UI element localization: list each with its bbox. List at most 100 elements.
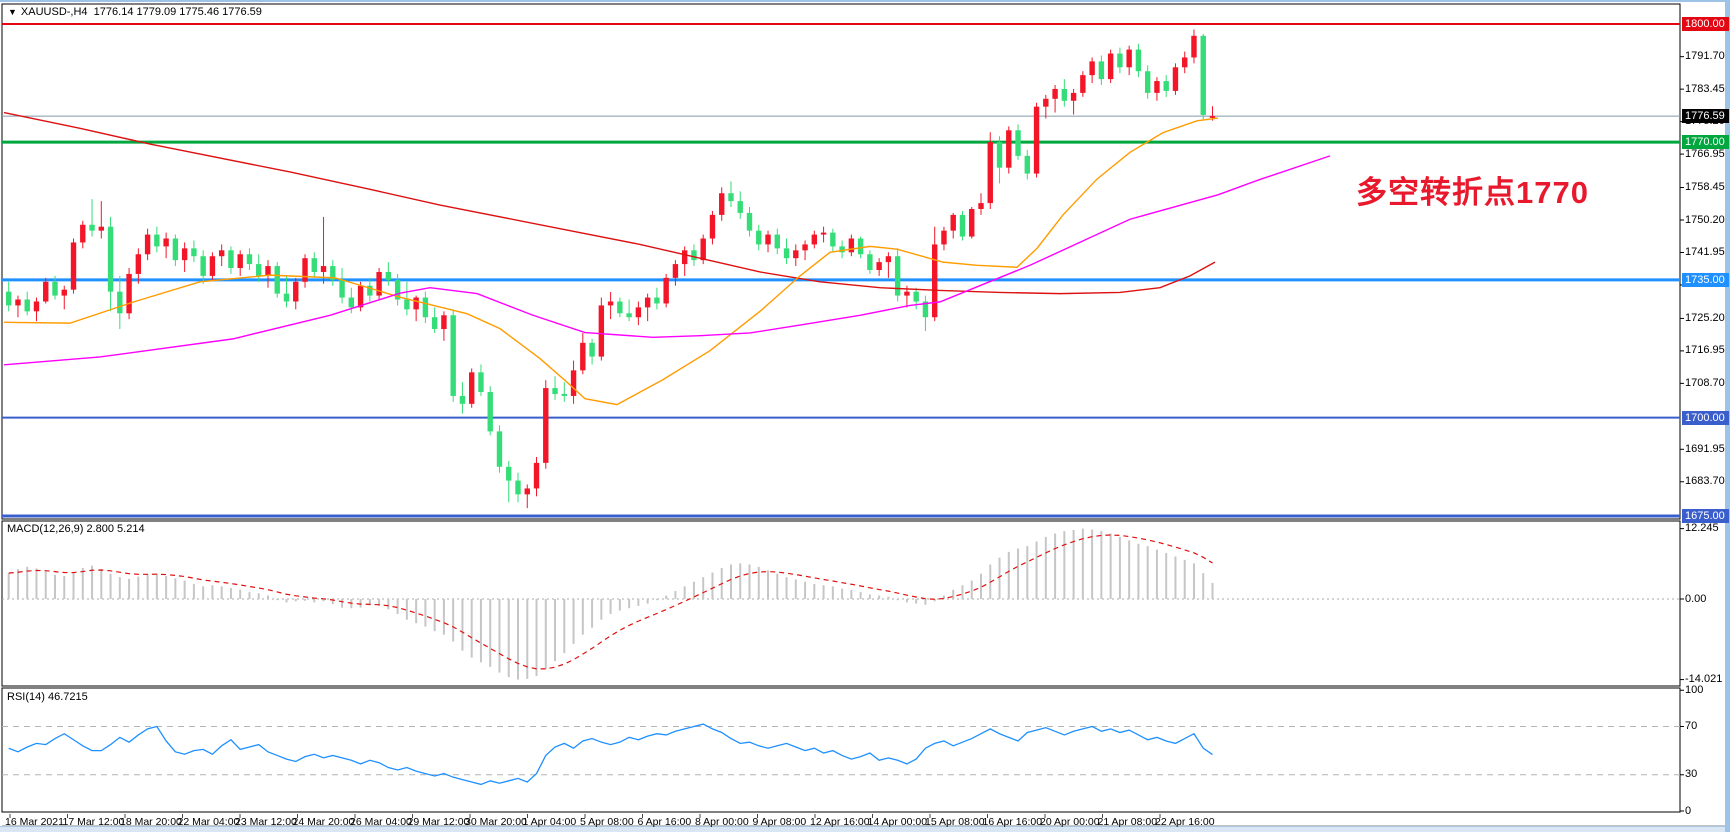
candle (570, 370, 577, 396)
candle (200, 256, 206, 276)
symbol-timeframe-label: XAUUSD-,H4 (20, 6, 88, 18)
time-axis-label: 26 Mar 04:00 (350, 816, 412, 828)
time-axis-label: 9 Apr 08:00 (752, 816, 807, 828)
time-axis-label: 18 Mar 20:00 (120, 816, 182, 828)
candle (978, 203, 984, 209)
candle (552, 388, 558, 394)
candle (959, 214, 966, 237)
candle (1144, 71, 1151, 93)
candle (1163, 81, 1169, 91)
candle (867, 254, 873, 270)
price-tick-label: 1716.95 (1685, 344, 1725, 357)
candle (144, 234, 151, 255)
candle (543, 388, 549, 463)
candle (413, 297, 419, 310)
candle (1089, 61, 1095, 76)
window-bottom-border (0, 826, 1730, 832)
time-axis-label: 16 Apr 16:00 (982, 816, 1043, 828)
candle (52, 281, 58, 296)
candle (265, 266, 271, 276)
ohlc-readout: 1776.14 1779.09 1775.46 1776.59 (93, 6, 262, 18)
candle (672, 264, 679, 278)
candle (61, 289, 67, 296)
candle (246, 254, 253, 265)
candle (561, 393, 567, 396)
candle (793, 250, 799, 259)
candle (830, 232, 836, 247)
candle (311, 258, 317, 272)
candle (24, 299, 30, 312)
candle (607, 301, 614, 306)
chart-text-annotation[interactable]: 多空转折点1770 (1356, 175, 1589, 210)
rsi-scale-label: 70 (1685, 719, 1698, 732)
price-tick-label: 1750.20 (1685, 213, 1725, 226)
candle (1182, 57, 1188, 68)
candle (441, 315, 447, 330)
candle (339, 279, 345, 298)
macd-indicator-label: MACD(12,26,9) 2.800 5.214 (7, 523, 145, 535)
time-axis-label: 14 Apr 00:00 (867, 816, 928, 828)
candle (1154, 81, 1160, 93)
candle (700, 238, 706, 261)
chart-title: ▼ XAUUSD-,H4 1776.14 1779.09 1775.46 1776… (8, 6, 262, 18)
candle (728, 193, 734, 202)
macd-scale-label: -14.021 (1685, 673, 1723, 686)
rsi-indicator-label: RSI(14) 46.7215 (7, 691, 88, 703)
candle (367, 285, 373, 296)
rsi-scale-label: 0 (1685, 804, 1692, 817)
candle (404, 299, 410, 310)
candle (459, 395, 466, 404)
chevron-down-icon[interactable]: ▼ (8, 7, 17, 17)
time-axis-label: 17 Mar 12:00 (62, 816, 125, 828)
time-axis-label: 15 Apr 08:00 (925, 816, 985, 828)
candle (681, 250, 688, 265)
candle (1080, 75, 1086, 93)
candle (256, 264, 262, 276)
candle (580, 342, 586, 371)
candle (107, 226, 114, 292)
candle (237, 254, 243, 269)
candle (209, 256, 216, 276)
candle (876, 262, 882, 270)
candle (765, 234, 771, 245)
price-level-badge: 1776.59 (1682, 109, 1729, 124)
price-tick-label: 1766.95 (1685, 147, 1725, 160)
candle (987, 142, 993, 204)
candle (218, 250, 225, 257)
candle (394, 279, 401, 300)
candle (969, 208, 975, 237)
candle (811, 234, 818, 245)
candle (598, 305, 605, 357)
candle (191, 248, 197, 257)
candle (70, 242, 77, 290)
rsi-scale-label: 30 (1685, 768, 1698, 781)
candle (506, 466, 512, 481)
candle (496, 431, 503, 467)
candle (422, 297, 429, 318)
candle (922, 301, 929, 318)
candle (626, 313, 632, 318)
candle (385, 271, 392, 280)
candle (848, 238, 855, 253)
time-axis-label: 22 Mar 04:00 (177, 816, 240, 828)
price-tick-label: 1683.70 (1685, 475, 1725, 488)
candle (1172, 67, 1179, 91)
candle (89, 224, 95, 231)
candle (1107, 53, 1114, 80)
candle (487, 392, 493, 432)
candle (293, 281, 299, 302)
price-tick-label: 1725.20 (1685, 311, 1725, 324)
candle (302, 258, 308, 282)
candle (228, 250, 234, 269)
candle (1117, 53, 1123, 68)
candle (644, 297, 651, 308)
candle (1200, 35, 1206, 115)
candle (126, 273, 132, 314)
time-axis-label: 22 Apr 16:00 (1155, 816, 1215, 828)
candle (617, 301, 623, 314)
price-level-badge: 1675.00 (1682, 509, 1729, 523)
candle (533, 462, 540, 489)
candle (1070, 92, 1077, 101)
